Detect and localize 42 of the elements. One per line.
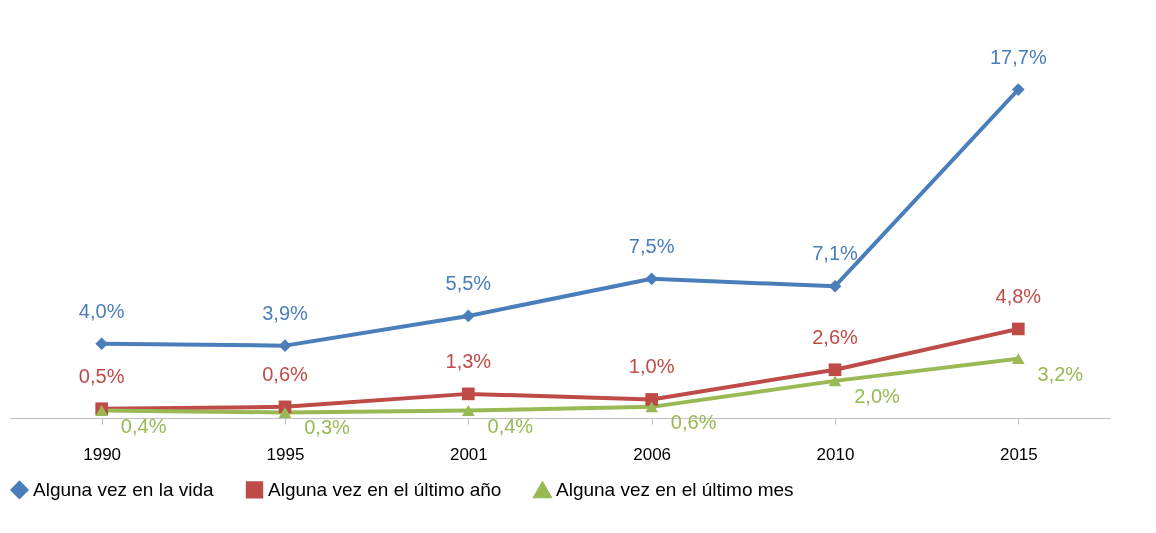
point (462, 387, 475, 401)
point (645, 272, 658, 286)
data-label: 4,8% (995, 284, 1042, 307)
x-tick-label: 2010 (816, 444, 855, 464)
data-label: 3,9% (262, 301, 309, 324)
legend-label: Alguna vez en la vida (33, 478, 215, 500)
data-label: 0,3% (304, 416, 351, 439)
x-tick-label: 1995 (266, 444, 305, 464)
point (1012, 353, 1025, 365)
x-tick-label: 2015 (999, 444, 1038, 464)
point (645, 401, 658, 413)
point (462, 309, 475, 323)
data-label: 5,5% (445, 271, 492, 294)
data-label: 7,5% (628, 234, 675, 257)
data-label: 1,3% (445, 349, 492, 372)
legend-label: Alguna vez en el último mes (556, 479, 794, 501)
point (95, 337, 108, 351)
point (645, 393, 658, 406)
data-label: 0,4% (487, 414, 534, 437)
data-label: 3,2% (1037, 362, 1084, 385)
x-tick-label: 2001 (449, 444, 488, 464)
data-label: 1,0% (628, 355, 675, 378)
data-label: 0,5% (78, 364, 125, 387)
data-label: 17,7% (989, 45, 1047, 68)
x-tick-label: 2006 (633, 444, 672, 464)
point (1012, 83, 1025, 96)
data-label: 4,0% (78, 299, 125, 322)
point (828, 363, 842, 377)
data-label: 0,6% (670, 410, 717, 433)
data-label: 7,1% (812, 242, 859, 265)
data-label: 2,6% (812, 325, 859, 348)
point (278, 339, 292, 352)
point (462, 405, 475, 417)
point (828, 375, 842, 387)
legend-label: Alguna vez en el último año (268, 478, 502, 500)
point (828, 279, 842, 293)
point (1012, 322, 1025, 336)
data-label: 0,6% (262, 362, 309, 385)
data-label: 0,4% (120, 414, 167, 437)
data-label: 2,0% (854, 384, 901, 407)
x-tick-label: 1990 (83, 444, 122, 464)
point (278, 406, 292, 418)
